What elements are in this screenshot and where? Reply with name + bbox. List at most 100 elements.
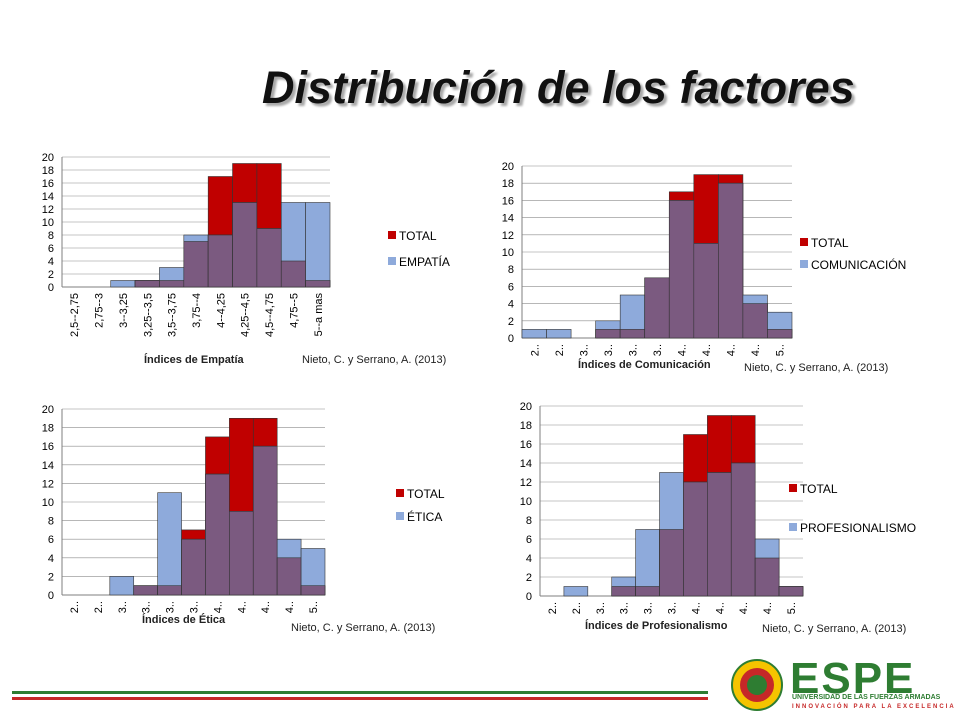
bar-overlap xyxy=(205,473,230,596)
bar-overlap xyxy=(181,538,206,596)
bar-overlap xyxy=(754,557,780,597)
x-tick-label: 3.. xyxy=(643,602,655,614)
legend-label: EMPATÍA xyxy=(399,254,450,269)
x-tick-label: 4,25--4,5 xyxy=(240,293,252,337)
x-axis-title: Índices de Profesionalismo xyxy=(585,619,728,632)
x-tick-label: 4.. xyxy=(260,601,272,613)
bar-overlap xyxy=(159,280,185,288)
y-tick-label: 14 xyxy=(42,460,54,472)
y-tick-label: 14 xyxy=(520,458,532,470)
x-tick-label: 2.. xyxy=(571,602,583,614)
y-tick-label: 8 xyxy=(508,264,514,276)
y-tick-label: 16 xyxy=(520,439,532,451)
bar-overlap xyxy=(280,260,306,288)
x-tick-label: 4.. xyxy=(762,602,774,614)
footer-divider-green xyxy=(12,691,708,694)
y-tick-label: 4 xyxy=(48,553,54,565)
x-tick-label: 3.. xyxy=(141,601,153,613)
y-tick-label: 18 xyxy=(502,178,514,190)
y-tick-label: 6 xyxy=(508,281,514,293)
y-tick-label: 12 xyxy=(42,204,54,216)
bar-overlap xyxy=(707,472,732,597)
y-tick-label: 18 xyxy=(520,420,532,432)
y-tick-label: 18 xyxy=(42,423,54,435)
bar-overlap xyxy=(659,529,684,597)
slide-title: Distribución de los factores xyxy=(262,62,855,113)
source-citation: Nieto, C. y Serrano, A. (2013) xyxy=(302,354,446,366)
x-tick-label: 3--3,25 xyxy=(118,293,130,328)
bar-overlap xyxy=(668,200,695,339)
legend-swatch xyxy=(396,512,404,520)
bar-overlap xyxy=(276,557,302,596)
bar-overlap xyxy=(229,510,254,596)
y-tick-label: 12 xyxy=(520,477,532,489)
x-tick-label: 3.. xyxy=(189,601,201,613)
x-axis-title: Índices de Empatía xyxy=(144,353,245,366)
bar-factor xyxy=(157,492,182,596)
legend-label: TOTAL xyxy=(811,236,849,250)
bar-overlap xyxy=(767,329,793,339)
legend-swatch xyxy=(800,238,808,246)
y-tick-label: 10 xyxy=(520,496,532,508)
bar-overlap xyxy=(256,228,282,288)
legend-swatch xyxy=(388,257,396,265)
x-tick-label: 3.. xyxy=(603,344,615,356)
y-tick-label: 4 xyxy=(508,299,514,311)
bar-overlap xyxy=(619,329,646,339)
x-tick-label: 3,25--3,5 xyxy=(142,293,154,337)
x-tick-label: 3.. xyxy=(652,344,664,356)
legend-swatch xyxy=(800,260,808,268)
bar-overlap xyxy=(635,586,660,597)
espe-subtitle: UNIVERSIDAD DE LAS FUERZAS ARMADAS xyxy=(792,694,941,701)
espe-seal-icon xyxy=(731,659,783,711)
footer-divider-red xyxy=(12,697,708,700)
y-tick-label: 12 xyxy=(42,478,54,490)
x-tick-label: 4.. xyxy=(726,344,738,356)
bar-overlap xyxy=(157,585,182,596)
espe-wordmark: ESPE xyxy=(790,654,916,703)
y-tick-label: 6 xyxy=(526,534,532,546)
bar-overlap xyxy=(778,586,804,597)
x-tick-label: 2.. xyxy=(93,601,105,613)
bar-overlap xyxy=(300,585,326,596)
bar-overlap xyxy=(207,234,233,288)
legend-label: COMUNICACIÓN xyxy=(811,257,906,272)
x-tick-label: 2.. xyxy=(529,344,541,356)
x-tick-label: 3.. xyxy=(627,344,639,356)
bar-overlap xyxy=(683,481,708,597)
x-axis-title: Índices de Comunicación xyxy=(578,358,711,371)
x-tick-label: 5.. xyxy=(308,601,320,613)
x-tick-label: 5.. xyxy=(786,602,798,614)
x-axis-title: Índices de Ética xyxy=(142,613,226,626)
x-tick-label: 2.. xyxy=(69,601,81,613)
y-tick-label: 2 xyxy=(48,571,54,583)
y-tick-label: 0 xyxy=(526,591,532,603)
x-tick-label: 4--4,25 xyxy=(215,293,227,328)
x-tick-label: 4.. xyxy=(701,344,713,356)
bar-overlap xyxy=(742,303,768,339)
bar-overlap xyxy=(305,280,331,288)
x-tick-label: 4.. xyxy=(236,601,248,613)
y-tick-label: 16 xyxy=(42,178,54,190)
legend-label: TOTAL xyxy=(399,229,437,243)
y-tick-label: 4 xyxy=(526,553,532,565)
x-tick-label: 4.. xyxy=(690,602,702,614)
y-tick-label: 20 xyxy=(42,152,54,164)
legend-label: PROFESIONALISMO xyxy=(800,521,916,535)
x-tick-label: 2.. xyxy=(554,344,566,356)
legend-swatch xyxy=(789,484,797,492)
y-tick-label: 0 xyxy=(48,282,54,294)
x-tick-label: 3,75--4 xyxy=(191,293,203,328)
bar-factor xyxy=(563,586,589,597)
x-tick-label: 4,75--5 xyxy=(288,293,300,328)
bar-factor xyxy=(635,529,660,597)
legend-swatch xyxy=(388,231,396,239)
y-tick-label: 6 xyxy=(48,243,54,255)
y-tick-label: 2 xyxy=(508,316,514,328)
legend-swatch xyxy=(789,523,797,531)
y-tick-label: 20 xyxy=(42,404,54,416)
y-tick-label: 10 xyxy=(42,217,54,229)
legend-label: TOTAL xyxy=(407,487,445,501)
bar-overlap xyxy=(252,445,278,596)
y-tick-label: 2 xyxy=(526,572,532,584)
